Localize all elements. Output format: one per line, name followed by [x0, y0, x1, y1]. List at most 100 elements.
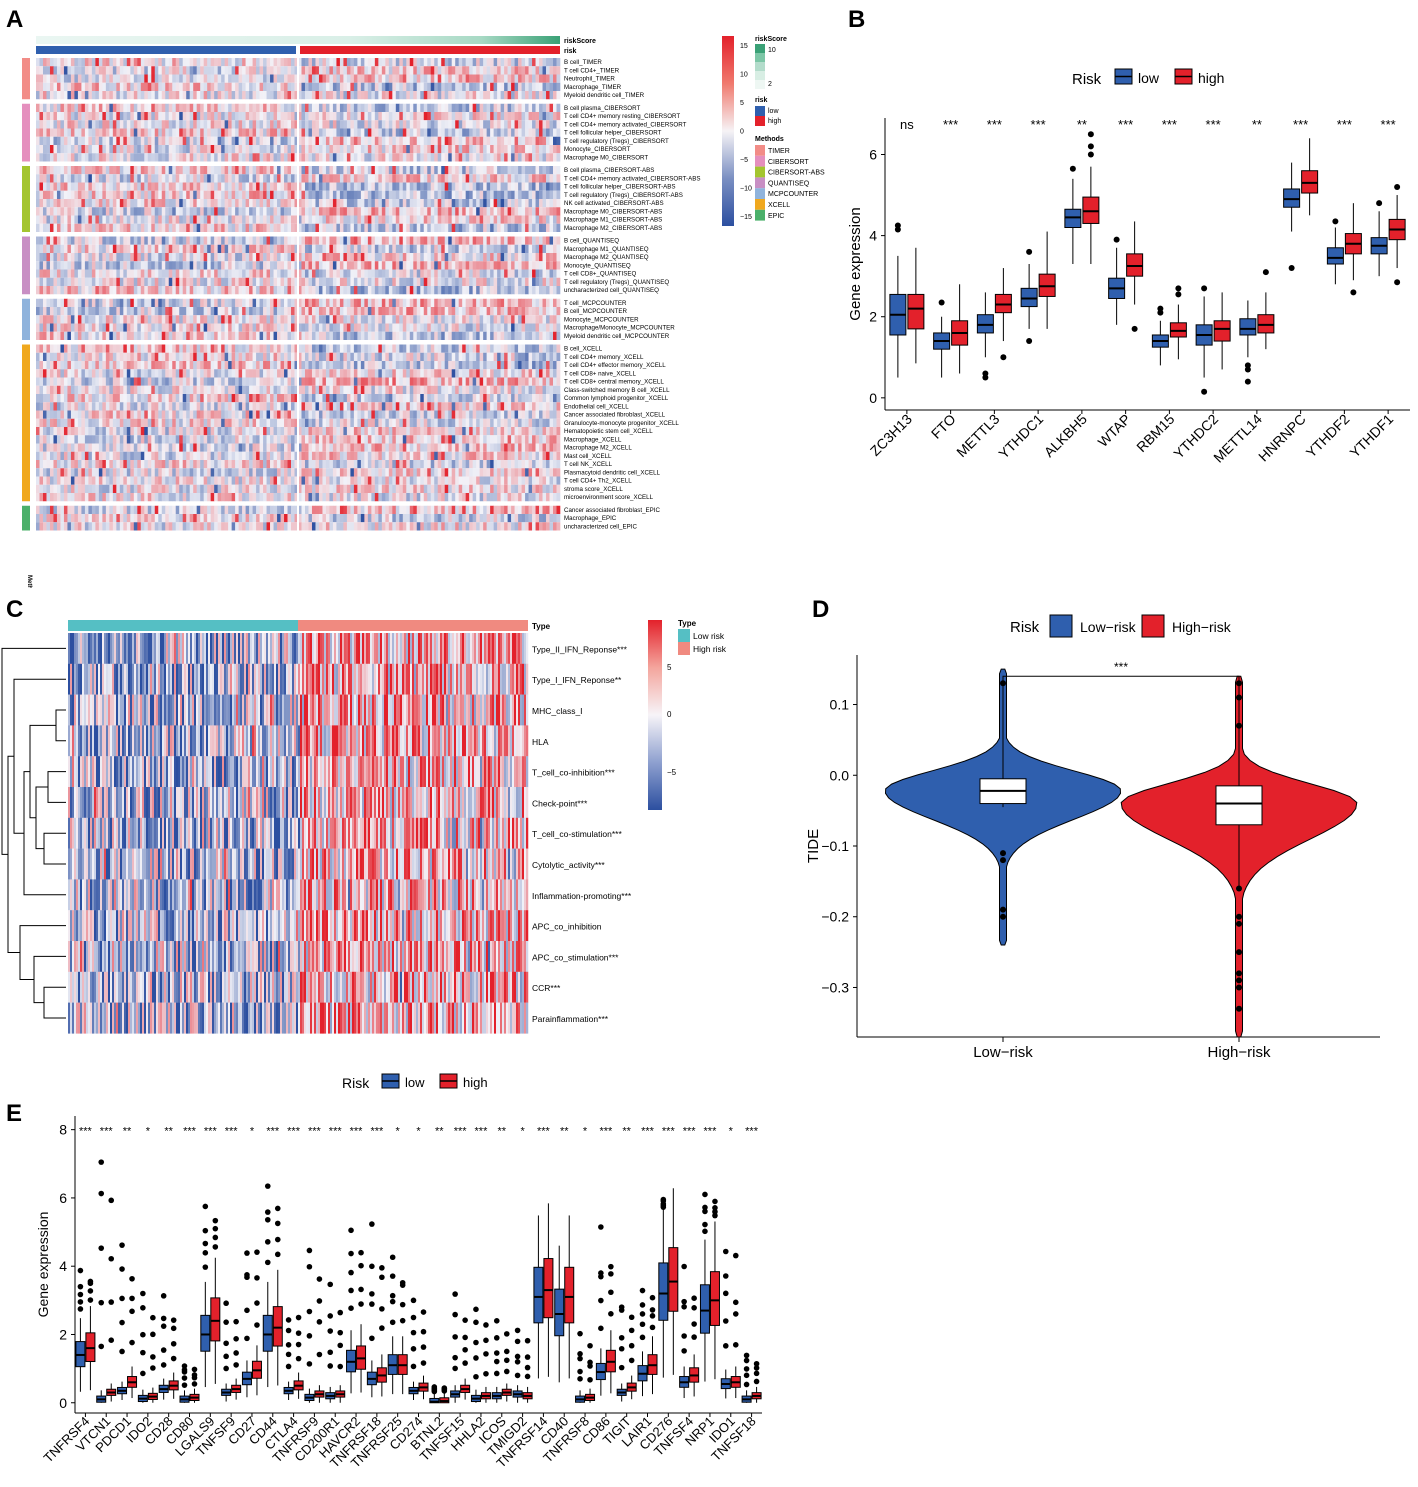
heat-cell — [154, 344, 159, 353]
heat-cell — [476, 277, 480, 286]
heat-cell — [556, 261, 561, 270]
heat-cell — [49, 112, 54, 121]
heat-cell — [88, 215, 93, 224]
heat-cell — [507, 174, 512, 183]
heat-cell — [469, 261, 473, 270]
heat-cell — [343, 286, 348, 295]
heat-cell — [175, 190, 180, 199]
heat-cell — [67, 182, 72, 191]
heat-cell — [287, 269, 292, 278]
heat-cell — [336, 82, 341, 91]
heat-cell — [224, 136, 229, 145]
heat-cell — [535, 315, 540, 324]
heat-cell — [119, 315, 124, 324]
heat-cell — [137, 82, 142, 91]
heat-cell — [203, 244, 208, 253]
heat-cell — [301, 145, 306, 154]
heat-cell — [84, 277, 89, 286]
heat-cell — [63, 269, 68, 278]
heat-cell — [518, 307, 522, 316]
heat-cell — [77, 286, 82, 295]
heat-cell — [70, 307, 75, 316]
heat-cell — [339, 207, 344, 216]
heat-cell — [504, 298, 508, 307]
heat-cell — [277, 269, 281, 278]
heat-cell — [60, 323, 65, 332]
heat-cell — [245, 58, 250, 67]
heat-cell — [343, 190, 348, 199]
heat-cell — [168, 103, 173, 112]
heat-cell — [36, 174, 40, 183]
heat-cell — [221, 182, 225, 191]
heat-cell — [451, 261, 456, 270]
heat-cell — [409, 182, 414, 191]
heat-cell — [249, 145, 253, 154]
heat-cell — [490, 120, 494, 129]
heat-cell — [84, 74, 89, 83]
heat-cell — [311, 145, 316, 154]
heat-cell — [172, 307, 177, 316]
heat-cell — [350, 223, 355, 232]
heat-cell — [311, 323, 316, 332]
heat-cell — [53, 315, 58, 324]
heat-cell — [441, 136, 446, 145]
heat-cell — [270, 166, 274, 175]
row-label: Macrophage M1_CIBERSORT-ABS — [564, 217, 662, 224]
heat-cell — [63, 277, 68, 286]
heat-cell — [318, 166, 323, 175]
heat-cell — [165, 315, 170, 324]
heat-cell — [458, 145, 463, 154]
heat-cell — [91, 58, 96, 67]
heat-cell — [158, 244, 163, 253]
heat-cell — [91, 74, 96, 83]
heat-cell — [497, 103, 501, 112]
heat-cell — [277, 307, 281, 316]
heat-cell — [308, 199, 313, 208]
heat-cell — [221, 120, 225, 129]
heat-cell — [451, 136, 456, 145]
heat-cell — [437, 236, 442, 245]
heat-cell — [119, 153, 124, 162]
heat-cell — [42, 323, 47, 332]
heat-cell — [322, 82, 327, 91]
heat-cell — [381, 307, 386, 316]
heat-cell — [168, 215, 173, 224]
heat-cell — [318, 261, 323, 270]
heat-cell — [109, 128, 114, 137]
heat-cell — [507, 153, 512, 162]
heat-cell — [60, 244, 65, 253]
heat-cell — [528, 103, 533, 112]
heat-cell — [308, 253, 313, 262]
heat-cell — [287, 166, 292, 175]
heat-cell — [458, 128, 463, 137]
heat-cell — [245, 344, 250, 353]
heat-cell — [458, 120, 463, 129]
heat-cell — [504, 207, 508, 216]
heat-cell — [228, 261, 232, 270]
heat-cell — [252, 58, 257, 67]
heat-cell — [161, 215, 166, 224]
heat-cell — [525, 91, 529, 100]
heat-cell — [441, 261, 446, 270]
heat-cell — [423, 66, 428, 75]
heat-cell — [493, 323, 498, 332]
heat-cell — [56, 82, 61, 91]
heat-cell — [528, 136, 533, 145]
heat-cell — [322, 66, 327, 75]
heat-cell — [381, 344, 386, 353]
heat-cell — [175, 136, 180, 145]
heat-cell — [60, 344, 65, 353]
heat-cell — [469, 103, 473, 112]
heat-cell — [266, 344, 271, 353]
heat-cell — [546, 269, 550, 278]
heat-cell — [525, 244, 529, 253]
heat-cell — [196, 145, 201, 154]
heat-cell — [284, 74, 288, 83]
heat-cell — [140, 286, 145, 295]
heat-cell — [53, 323, 58, 332]
heat-cell — [102, 166, 107, 175]
heat-cell — [462, 307, 466, 316]
heat-cell — [298, 315, 302, 324]
heat-cell — [385, 307, 390, 316]
heat-cell — [266, 128, 271, 137]
